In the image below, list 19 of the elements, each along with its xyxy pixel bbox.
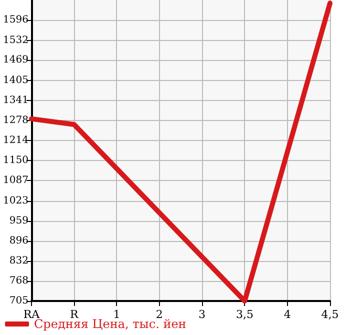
x-tick-label: 4 [284,308,291,321]
x-tick-label: 4,5 [321,308,339,321]
x-tick-label: 3,5 [236,308,254,321]
y-tick-label: 832 [9,255,28,266]
y-tick-label: 1405 [2,74,28,86]
y-tick-label: 959 [9,215,28,226]
y-tick-label: 896 [9,235,28,246]
y-tick-label: 1596 [2,14,28,26]
y-tick-label: 1341 [2,95,28,106]
y-tick-label: 1278 [2,114,28,126]
y-tick-label: 1214 [2,135,28,146]
y-tick-label: 1150 [2,155,28,166]
x-tick-label: 3 [198,308,206,321]
y-tick-label: 1532 [2,34,28,46]
y-tick-label: 768 [9,276,28,287]
y-tick-label: 1087 [2,175,28,186]
y-tick-label: 705 [9,296,28,306]
y-tick-label: 1023 [2,195,28,206]
y-tick-label: 1469 [2,54,28,66]
